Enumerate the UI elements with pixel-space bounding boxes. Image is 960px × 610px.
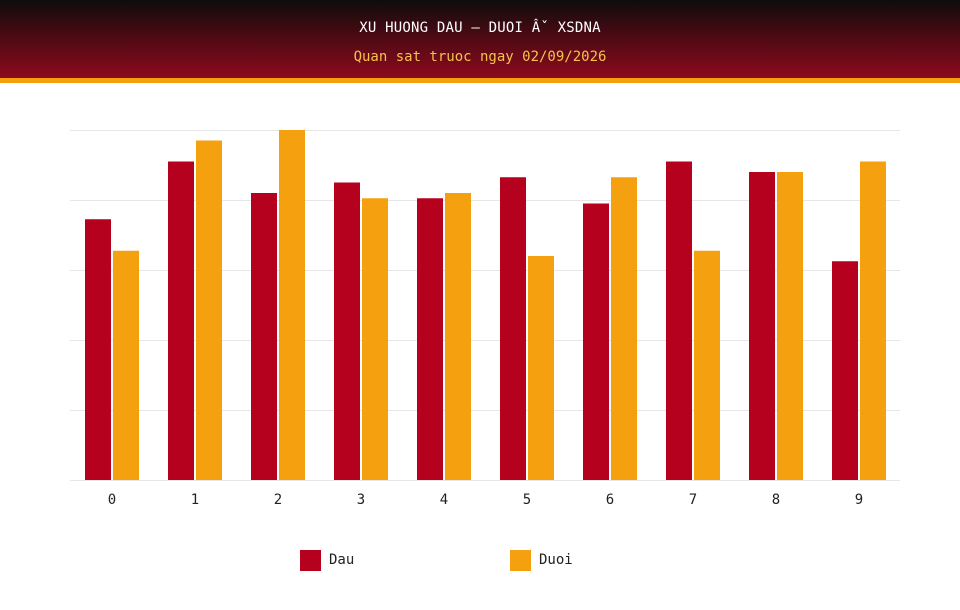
bar-duoi-9[interactable] — [860, 161, 886, 481]
bar-dau-4[interactable] — [417, 198, 443, 480]
chart-subtitle: Quan sat truoc ngay 02/09/2026 — [353, 49, 607, 65]
legend-label-dau: Dau — [329, 552, 355, 568]
bar-duoi-7[interactable] — [694, 250, 720, 480]
bar-duoi-6[interactable] — [611, 177, 637, 480]
bar-dau-3[interactable] — [334, 182, 360, 481]
x-tick-label: 5 — [523, 492, 531, 508]
bar-dau-5[interactable] — [500, 177, 526, 480]
legend-swatch-dau — [300, 549, 321, 571]
x-tick-label: 7 — [689, 492, 697, 508]
bar-dau-1[interactable] — [168, 161, 194, 481]
legend-item-dau[interactable]: Dau — [300, 549, 354, 571]
x-tick-label: 4 — [440, 492, 448, 508]
bar-duoi-4[interactable] — [445, 193, 471, 480]
x-tick-label: 8 — [772, 492, 780, 508]
x-tick-label: 6 — [606, 492, 614, 508]
chart-title: XU HUONG DAU – DUOI Âˇ XSDNA — [359, 20, 601, 36]
x-tick-layer: 0 1 2 3 4 5 6 7 8 9 — [108, 492, 863, 508]
bar-dau-2[interactable] — [251, 193, 277, 480]
legend-swatch-duoi — [510, 549, 531, 571]
bar-duoi-3[interactable] — [362, 198, 388, 480]
bar-duoi-0[interactable] — [113, 250, 139, 480]
x-tick-label: 2 — [274, 492, 282, 508]
bar-duoi-1[interactable] — [196, 140, 222, 481]
bar-dau-9[interactable] — [832, 261, 858, 480]
legend-label-duoi: Duoi — [539, 552, 573, 568]
bar-layer — [85, 130, 886, 480]
bar-dau-7[interactable] — [666, 161, 692, 481]
x-tick-label: 1 — [191, 492, 199, 508]
bar-dau-6[interactable] — [583, 203, 609, 481]
x-tick-label: 9 — [855, 492, 863, 508]
x-tick-label: 3 — [357, 492, 365, 508]
chart-header: XU HUONG DAU – DUOI Âˇ XSDNA Quan sat tr… — [0, 0, 960, 83]
bar-dau-0[interactable] — [85, 219, 111, 480]
bar-duoi-5[interactable] — [528, 256, 554, 480]
grid-layer — [70, 130, 900, 481]
bar-dau-8[interactable] — [749, 172, 775, 480]
bar-duoi-8[interactable] — [777, 172, 803, 480]
x-tick-label: 0 — [108, 492, 116, 508]
bar-duoi-2[interactable] — [279, 130, 305, 480]
legend-item-duoi[interactable]: Duoi — [510, 549, 573, 571]
